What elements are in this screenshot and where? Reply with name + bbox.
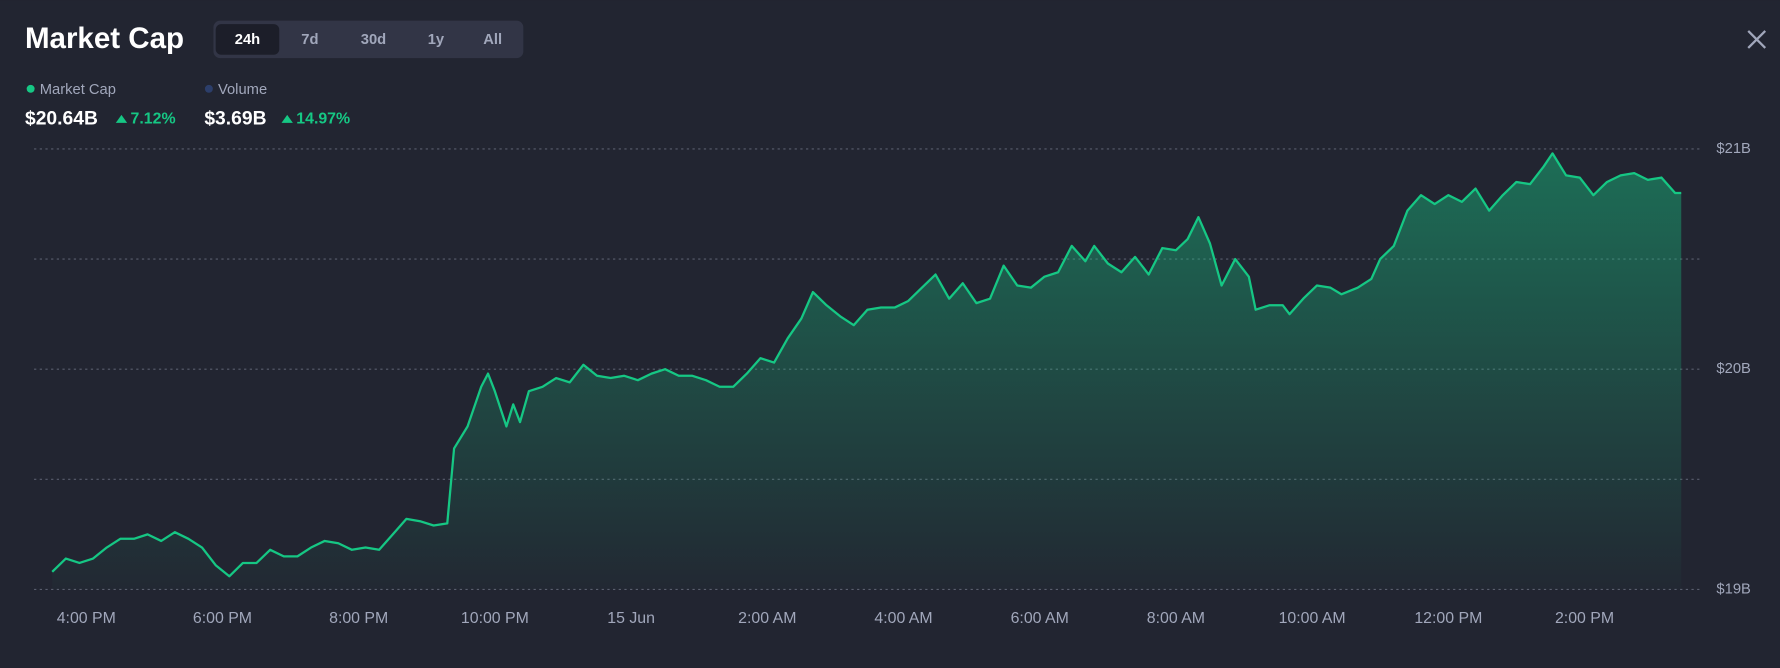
title: Market Cap <box>25 22 184 55</box>
x-tick-label: 10:00 AM <box>1279 610 1346 627</box>
x-tick-label: 6:00 PM <box>193 610 252 627</box>
tab[interactable]: 7d <box>301 32 318 48</box>
x-tick-label: 4:00 PM <box>57 610 116 627</box>
stat-name: Market Cap <box>40 82 116 98</box>
x-tick-label: 2:00 PM <box>1555 610 1614 627</box>
line <box>51 152 1682 578</box>
y-tick-label: $21B <box>1716 141 1751 157</box>
tab[interactable]: 24h <box>235 32 260 48</box>
stat-change: 14.97% <box>296 111 350 128</box>
tab-active-bg <box>215 24 280 55</box>
stat-value: $20.64B <box>25 109 98 130</box>
area-fill <box>52 153 1682 590</box>
x-tick-label: 4:00 AM <box>874 610 932 627</box>
tab-bar <box>213 20 524 59</box>
x-tick-label: 8:00 PM <box>329 610 388 627</box>
stat-name: Volume <box>218 82 267 98</box>
close-button[interactable] <box>1747 30 1767 49</box>
x-tick-label: 12:00 PM <box>1414 610 1482 627</box>
legend-dot <box>26 84 35 93</box>
x-tick-label: 15 Jun <box>607 610 655 627</box>
x-tick-label: 2:00 AM <box>738 610 796 627</box>
tab[interactable]: All <box>483 32 502 48</box>
x-tick-label: 6:00 AM <box>1011 610 1069 627</box>
x-tick-label: 8:00 AM <box>1147 610 1205 627</box>
legend-dot <box>204 84 213 93</box>
up-arrow <box>281 114 293 123</box>
stat-change: 7.12% <box>131 111 176 128</box>
stat-value: $3.69B <box>204 109 266 130</box>
y-tick-label: $20B <box>1716 361 1751 377</box>
x-tick-label: 10:00 PM <box>461 610 529 627</box>
tab[interactable]: 30d <box>361 32 386 48</box>
y-tick-label: $19B <box>1716 581 1751 597</box>
up-arrow <box>115 114 128 123</box>
tab[interactable]: 1y <box>428 32 445 48</box>
